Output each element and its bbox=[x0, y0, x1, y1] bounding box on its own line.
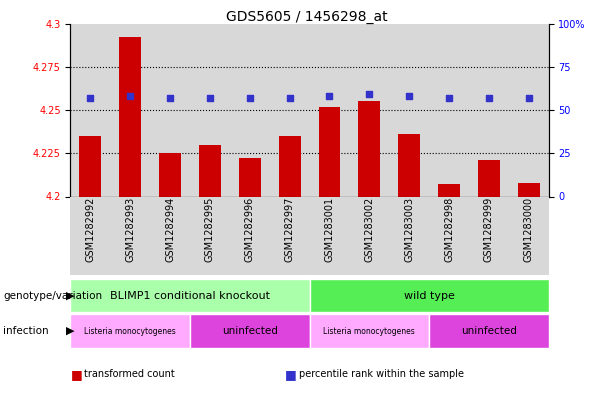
Text: ■: ■ bbox=[70, 367, 82, 381]
Bar bbox=[159, 153, 181, 196]
Text: percentile rank within the sample: percentile rank within the sample bbox=[299, 369, 463, 379]
Text: uninfected: uninfected bbox=[222, 326, 278, 336]
Bar bbox=[429, 314, 549, 348]
Bar bbox=[349, 196, 389, 275]
Bar bbox=[230, 24, 270, 196]
Bar bbox=[190, 196, 230, 275]
Text: GSM1282992: GSM1282992 bbox=[85, 196, 96, 262]
Text: GSM1283000: GSM1283000 bbox=[524, 196, 534, 262]
Point bbox=[325, 93, 335, 99]
Point bbox=[484, 95, 494, 101]
Text: genotype/variation: genotype/variation bbox=[3, 291, 102, 301]
Bar bbox=[310, 196, 349, 275]
Bar bbox=[509, 24, 549, 196]
Bar bbox=[349, 24, 389, 196]
Text: GSM1282996: GSM1282996 bbox=[245, 196, 255, 262]
Bar bbox=[518, 183, 539, 196]
Bar bbox=[110, 196, 150, 275]
Text: GSM1282998: GSM1282998 bbox=[444, 196, 454, 262]
Bar bbox=[429, 24, 469, 196]
Text: BLIMP1 conditional knockout: BLIMP1 conditional knockout bbox=[110, 291, 270, 301]
Text: wild type: wild type bbox=[404, 291, 454, 301]
Text: Listeria monocytogenes: Listeria monocytogenes bbox=[324, 327, 415, 336]
Point bbox=[125, 93, 135, 99]
Bar bbox=[120, 37, 141, 197]
Bar bbox=[359, 101, 380, 196]
Text: GSM1282997: GSM1282997 bbox=[284, 196, 295, 262]
Text: GSM1283001: GSM1283001 bbox=[324, 196, 335, 262]
Text: GSM1283003: GSM1283003 bbox=[404, 196, 414, 262]
Bar bbox=[199, 145, 221, 196]
Point bbox=[284, 95, 294, 101]
Text: transformed count: transformed count bbox=[84, 369, 175, 379]
Text: GSM1282993: GSM1282993 bbox=[125, 196, 135, 262]
Bar bbox=[70, 314, 190, 348]
Text: GSM1282999: GSM1282999 bbox=[484, 196, 494, 262]
Bar bbox=[150, 196, 190, 275]
Bar bbox=[190, 24, 230, 196]
Bar bbox=[70, 279, 310, 312]
Bar bbox=[398, 134, 420, 196]
Bar bbox=[190, 314, 310, 348]
Bar bbox=[310, 314, 429, 348]
Bar bbox=[319, 107, 340, 196]
Bar bbox=[110, 24, 150, 196]
Text: GSM1283002: GSM1283002 bbox=[364, 196, 375, 262]
Bar bbox=[469, 196, 509, 275]
Bar bbox=[310, 24, 349, 196]
Text: infection: infection bbox=[3, 326, 48, 336]
Text: GSM1282995: GSM1282995 bbox=[205, 196, 215, 262]
Text: ▶: ▶ bbox=[66, 326, 75, 336]
Bar bbox=[389, 24, 429, 196]
Bar bbox=[150, 24, 190, 196]
Bar bbox=[230, 196, 270, 275]
Bar bbox=[478, 160, 500, 196]
Bar bbox=[469, 24, 509, 196]
Point bbox=[444, 95, 454, 101]
Point bbox=[245, 95, 255, 101]
Bar bbox=[270, 24, 310, 196]
Point bbox=[364, 91, 374, 97]
Point bbox=[166, 95, 175, 101]
Point bbox=[405, 93, 414, 99]
Text: Listeria monocytogenes: Listeria monocytogenes bbox=[85, 327, 176, 336]
Bar bbox=[270, 196, 310, 275]
Bar bbox=[80, 136, 101, 196]
Text: GDS5605 / 1456298_at: GDS5605 / 1456298_at bbox=[226, 10, 387, 24]
Text: GSM1282994: GSM1282994 bbox=[165, 196, 175, 262]
Bar bbox=[279, 136, 300, 196]
Bar bbox=[438, 184, 460, 196]
Bar bbox=[70, 24, 110, 196]
Text: ■: ■ bbox=[285, 367, 297, 381]
Bar bbox=[429, 196, 469, 275]
Bar bbox=[509, 196, 549, 275]
Text: uninfected: uninfected bbox=[461, 326, 517, 336]
Point bbox=[524, 95, 533, 101]
Bar bbox=[239, 158, 261, 196]
Bar bbox=[70, 196, 110, 275]
Text: ▶: ▶ bbox=[66, 291, 75, 301]
Point bbox=[205, 95, 215, 101]
Bar bbox=[310, 279, 549, 312]
Point bbox=[86, 95, 96, 101]
Bar bbox=[389, 196, 429, 275]
